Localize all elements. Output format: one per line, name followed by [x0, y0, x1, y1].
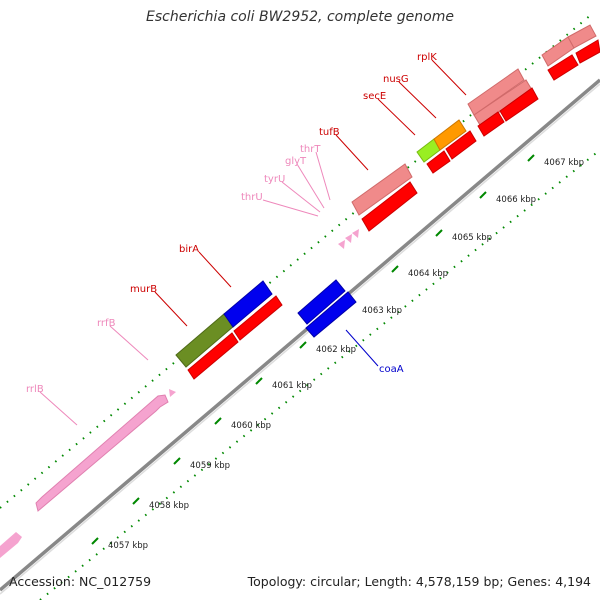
genome-stats: Topology: circular; Length: 4,578,159 bp… [247, 574, 591, 589]
accession-text: Accession: NC_012759 [9, 574, 152, 589]
major-tick-10 [527, 154, 535, 162]
major-tick-0 [91, 537, 99, 545]
tick-label-5: 4062 kbp [316, 345, 356, 355]
gene-cds-red-3[interactable] [361, 181, 418, 232]
map-title: Escherichia coli BW2952, complete genome [146, 9, 454, 25]
gene-rplK[interactable] [467, 68, 525, 116]
gene-label-secE[interactable]: secE [363, 91, 386, 102]
gene-rrlB[interactable] [35, 394, 169, 512]
gene-coaA[interactable] [297, 279, 346, 325]
gene-label-murB[interactable]: murB [130, 284, 157, 295]
gene-nusG[interactable] [433, 119, 467, 151]
gene-label-glyT[interactable]: glyT [285, 156, 307, 167]
genome-backbone-highlight [0, 83, 600, 595]
major-tick-7 [391, 265, 399, 273]
tick-label-8: 4065 kbp [452, 233, 492, 243]
tick-label-6: 4063 kbp [362, 306, 402, 316]
major-tick-1 [132, 497, 140, 505]
tick-label-4: 4061 kbp [272, 381, 312, 391]
tick-label-2: 4059 kbp [190, 461, 230, 471]
gene-label-tufB[interactable]: tufB [319, 127, 340, 138]
gene-trna-2[interactable] [345, 234, 352, 243]
tick-label-10: 4067 kbp [544, 158, 584, 168]
gene-trna-1[interactable] [338, 240, 345, 249]
gene-label-thrU[interactable]: thrU [241, 192, 263, 203]
gene-cds-red-6[interactable] [477, 111, 505, 137]
label-leaders [39, 59, 467, 426]
gene-label-tyrU[interactable]: tyrU [264, 174, 285, 185]
genome-backbone [0, 78, 600, 592]
gene-cds-red-7[interactable] [499, 87, 539, 122]
gene-cds-red-5[interactable] [445, 130, 477, 160]
major-tick-3 [214, 417, 222, 425]
tick-label-1: 4058 kbp [149, 501, 189, 511]
gene-tufB[interactable] [351, 163, 413, 216]
gene-features [0, 24, 600, 558]
gene-label-coaA[interactable]: coaA [379, 364, 404, 375]
gene-cds-red-2[interactable] [233, 295, 283, 341]
gene-partial-left[interactable] [0, 532, 22, 558]
tick-label-7: 4064 kbp [408, 269, 448, 279]
major-tick-5 [299, 341, 307, 349]
major-ticks [91, 154, 535, 545]
tick-labels: 4057 kbp 4058 kbp 4059 kbp 4060 kbp 4061 kbp… [108, 158, 584, 551]
gene-trna-3[interactable] [352, 229, 359, 238]
gene-label-rrfB[interactable]: rrfB [97, 318, 116, 329]
tick-label-0: 4057 kbp [108, 541, 148, 551]
gene-cds-salmon-4[interactable] [567, 24, 597, 49]
gene-cds-red-4[interactable] [426, 150, 451, 174]
gene-rrfB[interactable] [169, 389, 176, 397]
major-tick-2 [173, 457, 181, 465]
gene-label-nusG[interactable]: nusG [383, 74, 409, 85]
gene-cds-red-9[interactable] [575, 39, 600, 64]
gene-birA[interactable] [223, 280, 273, 328]
gene-label-rplK[interactable]: rplK [417, 52, 437, 63]
tick-label-9: 4066 kbp [496, 195, 536, 205]
gene-label-birA[interactable]: birA [179, 244, 199, 255]
inner-tick-line [39, 149, 600, 600]
gene-cds-red-8[interactable] [547, 54, 579, 81]
major-tick-4 [255, 377, 263, 385]
gene-label-thrT[interactable]: thrT [300, 144, 321, 155]
gene-cds-red-1[interactable] [187, 332, 239, 380]
major-tick-9 [479, 191, 487, 199]
major-tick-8 [435, 229, 443, 237]
gene-label-rrlB[interactable]: rrlB [26, 384, 44, 395]
gene-cds-blue-2[interactable] [305, 291, 357, 338]
tick-label-3: 4060 kbp [231, 421, 271, 431]
